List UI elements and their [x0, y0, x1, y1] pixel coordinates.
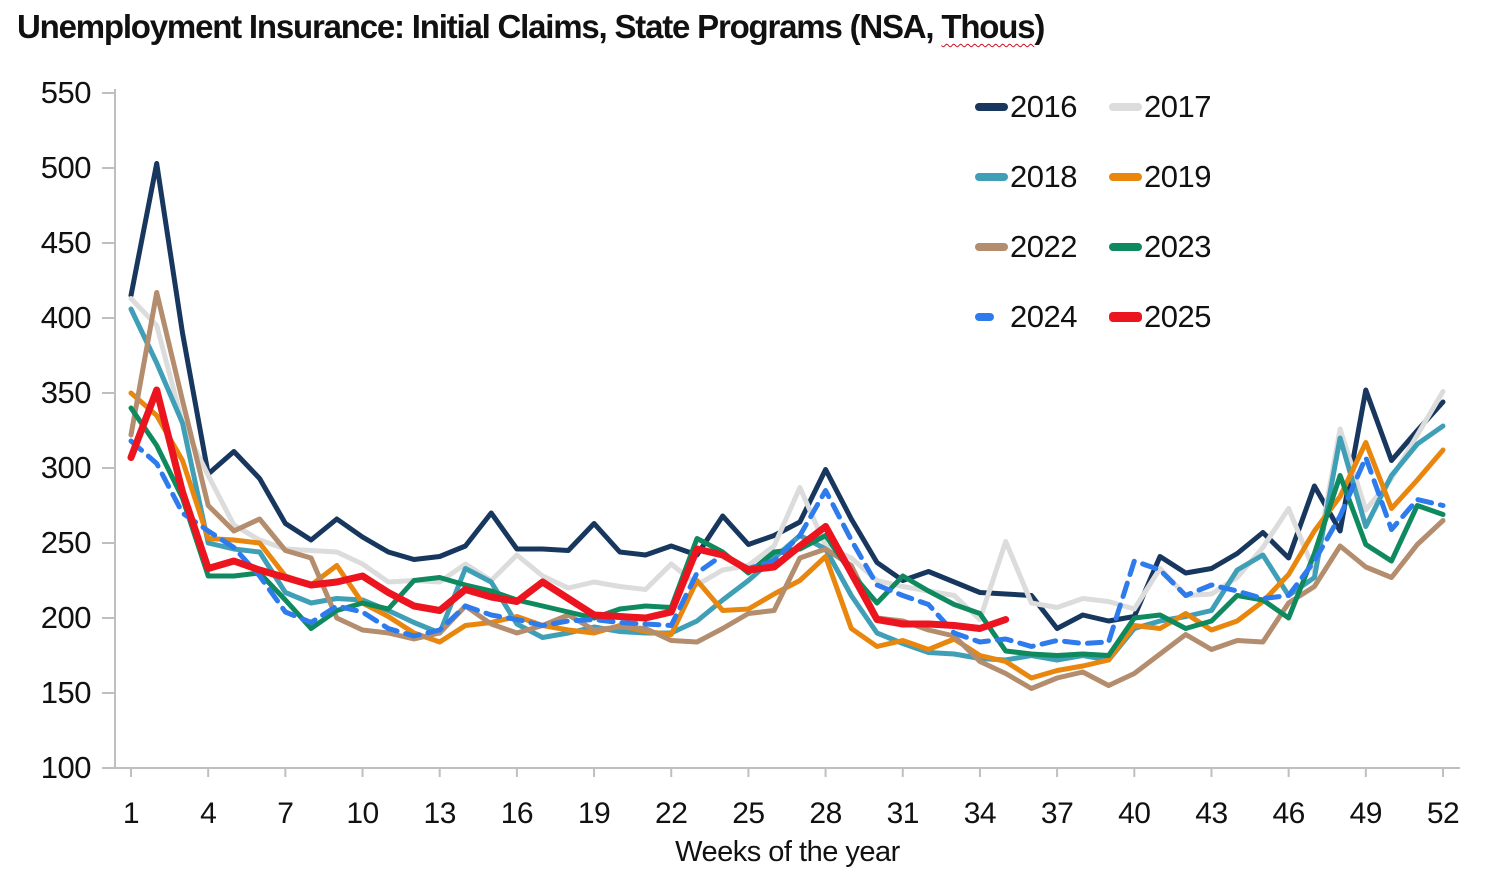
- legend-row: 2016 2017: [975, 86, 1243, 128]
- y-tick-label: 150: [41, 675, 91, 710]
- x-tick-label: 34: [964, 797, 996, 830]
- x-axis-title: Weeks of the year: [675, 836, 900, 868]
- series-line-2022: [128, 290, 1446, 691]
- x-tick-label: 52: [1427, 797, 1459, 830]
- legend-label: 2024: [1010, 299, 1077, 334]
- x-tick-label: 1: [123, 797, 139, 830]
- chart-legend: 2016 2017 2018 2019 2022 2023 2024 2025: [975, 86, 1243, 366]
- series-line-2016: [128, 161, 1446, 631]
- x-tick-label: 10: [346, 797, 378, 830]
- series-line-2023: [128, 405, 1446, 658]
- legend-label: 2022: [1010, 229, 1077, 264]
- x-tick-label: 19: [578, 797, 610, 830]
- legend-color-swatch-2017: [1109, 103, 1142, 111]
- x-tick-label: 22: [655, 797, 687, 830]
- x-tick-label: 13: [424, 797, 456, 830]
- legend-swatch-box: [1109, 312, 1144, 322]
- y-tick-label: 550: [41, 75, 91, 110]
- y-tick-label: 500: [41, 150, 91, 185]
- legend-swatch-box: [975, 173, 1010, 181]
- legend-item-2023: 2023: [1109, 229, 1243, 265]
- legend-label: 2019: [1144, 159, 1211, 194]
- legend-row: 2024 2025: [975, 296, 1243, 338]
- x-tick-label: 37: [1041, 797, 1073, 830]
- legend-row: 2022 2023: [975, 226, 1243, 268]
- legend-label: 2018: [1010, 159, 1077, 194]
- y-tick-label: 250: [41, 525, 91, 560]
- x-tick-label: 43: [1195, 797, 1227, 830]
- legend-color-swatch-2024: [975, 313, 994, 321]
- x-tick-label: 40: [1118, 797, 1150, 830]
- legend-color-swatch-2022: [975, 243, 1008, 251]
- series-line-2018: [128, 306, 1446, 663]
- legend-swatch-box: [1109, 173, 1144, 181]
- y-tick-label: 100: [41, 750, 91, 785]
- y-tick-label: 350: [41, 375, 91, 410]
- x-tick-label: 4: [200, 797, 216, 830]
- legend-swatch-box: [1109, 243, 1144, 251]
- legend-color-swatch-2016: [975, 103, 1008, 111]
- legend-color-swatch-2018: [975, 173, 1008, 181]
- legend-item-2016: 2016: [975, 89, 1109, 125]
- legend-color-swatch-2019: [1109, 173, 1142, 181]
- legend-row: 2018 2019: [975, 156, 1243, 198]
- x-tick-label: 49: [1350, 797, 1382, 830]
- legend-item-2017: 2017: [1109, 89, 1243, 125]
- y-tick-label: 400: [41, 300, 91, 335]
- legend-color-swatch-2025: [1109, 312, 1142, 322]
- x-tick-label: 16: [501, 797, 533, 830]
- series-line-2019: [128, 390, 1446, 681]
- legend-swatch-box: [1109, 103, 1144, 111]
- legend-swatch-box: [975, 313, 1010, 321]
- legend-label: 2017: [1144, 89, 1211, 124]
- legend-color-swatch-2023: [1109, 243, 1142, 251]
- x-tick-label: 25: [732, 797, 764, 830]
- chart-title-text: Unemployment Insurance: Initial Claims, …: [17, 8, 942, 45]
- legend-item-2025: 2025: [1109, 299, 1243, 335]
- x-tick-label: 7: [277, 797, 293, 830]
- x-tick-label: 28: [809, 797, 841, 830]
- legend-item-2022: 2022: [975, 229, 1109, 265]
- legend-item-2019: 2019: [1109, 159, 1243, 195]
- legend-swatch-box: [975, 243, 1010, 251]
- legend-item-2024: 2024: [975, 299, 1109, 335]
- series-line-2025: [127, 386, 1010, 632]
- y-tick-label: 450: [41, 225, 91, 260]
- x-tick-label: 31: [887, 797, 919, 830]
- legend-swatch-box: [975, 103, 1010, 111]
- chart-title: Unemployment Insurance: Initial Claims, …: [17, 8, 1045, 46]
- series-line-2024: [128, 438, 1446, 649]
- legend-label: 2025: [1144, 299, 1211, 334]
- y-tick-label: 300: [41, 450, 91, 485]
- y-tick-label: 200: [41, 600, 91, 635]
- chart-title-misspelled-word: Thous: [941, 8, 1035, 45]
- legend-label: 2023: [1144, 229, 1211, 264]
- legend-label: 2016: [1010, 89, 1077, 124]
- x-tick-label: 46: [1272, 797, 1304, 830]
- legend-item-2018: 2018: [975, 159, 1109, 195]
- chart-title-suffix: ): [1034, 8, 1045, 45]
